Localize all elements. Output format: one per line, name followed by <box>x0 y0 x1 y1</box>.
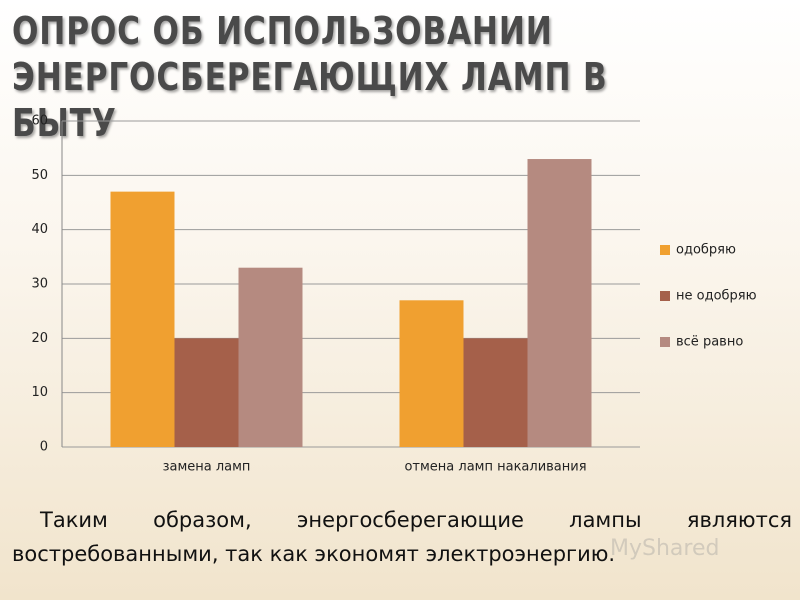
caption: Таким образом, энергосберегающие лампы я… <box>12 508 792 566</box>
bar <box>527 159 592 448</box>
bar <box>463 338 528 447</box>
legend-label: одобряю <box>676 243 736 258</box>
legend-swatch <box>660 245 670 255</box>
x-tick-label: замена ламп <box>163 460 251 475</box>
legend-label: всё равно <box>676 335 743 350</box>
y-tick-label: 40 <box>31 222 48 237</box>
y-tick-label: 60 <box>31 114 48 129</box>
x-tick-label: отмена ламп накаливания <box>404 460 586 475</box>
y-tick-label: 30 <box>31 277 48 292</box>
slide-title: ОПРОС ОБ ИСПОЛЬЗОВАНИИ ЭНЕРГОСБЕРЕГАЮЩИХ… <box>12 9 608 145</box>
legend-swatch <box>660 291 670 301</box>
y-tick-label: 0 <box>40 440 48 455</box>
bar <box>399 300 464 447</box>
watermark: MyShared <box>610 536 720 561</box>
bar <box>238 267 303 447</box>
y-tick-label: 50 <box>31 168 48 183</box>
legend-label: не одобряю <box>676 289 757 304</box>
bar <box>110 191 175 447</box>
bar <box>174 338 239 447</box>
y-tick-label: 20 <box>31 331 48 346</box>
y-tick-label: 10 <box>31 385 48 400</box>
legend-swatch <box>660 337 670 347</box>
